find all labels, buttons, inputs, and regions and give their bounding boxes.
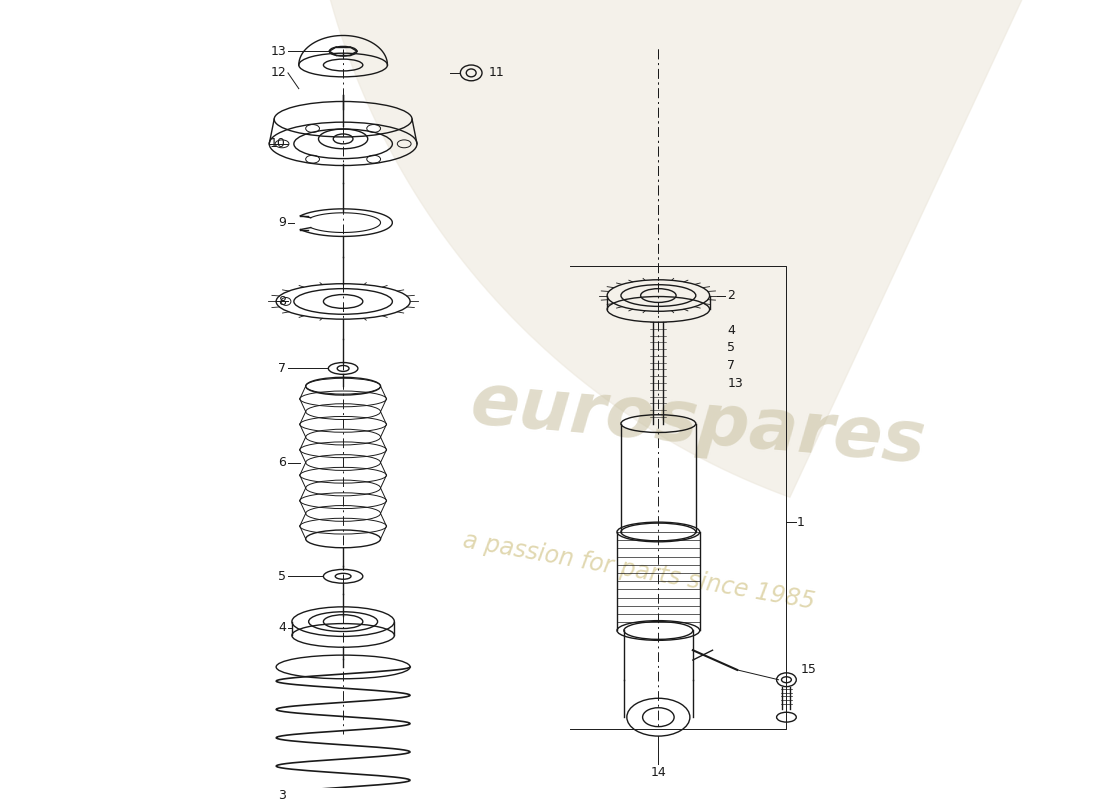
Text: 3: 3	[278, 789, 286, 800]
Text: 4: 4	[727, 323, 735, 337]
Text: 11: 11	[488, 66, 505, 79]
Text: 14: 14	[650, 766, 667, 779]
Text: 13: 13	[271, 45, 286, 58]
Text: 1: 1	[796, 516, 804, 529]
Text: 15: 15	[800, 663, 816, 676]
Text: 2: 2	[727, 289, 735, 302]
Text: 7: 7	[727, 359, 735, 372]
Text: 5: 5	[727, 342, 735, 354]
Text: 9: 9	[278, 216, 286, 229]
Text: 4: 4	[278, 621, 286, 634]
Text: eurospares: eurospares	[468, 370, 928, 478]
Text: 7: 7	[278, 362, 286, 375]
Text: 8: 8	[278, 295, 286, 308]
Text: a passion for parts since 1985: a passion for parts since 1985	[461, 529, 816, 614]
Text: 12: 12	[271, 66, 286, 79]
Text: 5: 5	[278, 570, 286, 583]
Text: 13: 13	[727, 377, 744, 390]
Polygon shape	[304, 0, 1100, 498]
Text: 10: 10	[271, 138, 286, 150]
Text: 6: 6	[278, 456, 286, 469]
